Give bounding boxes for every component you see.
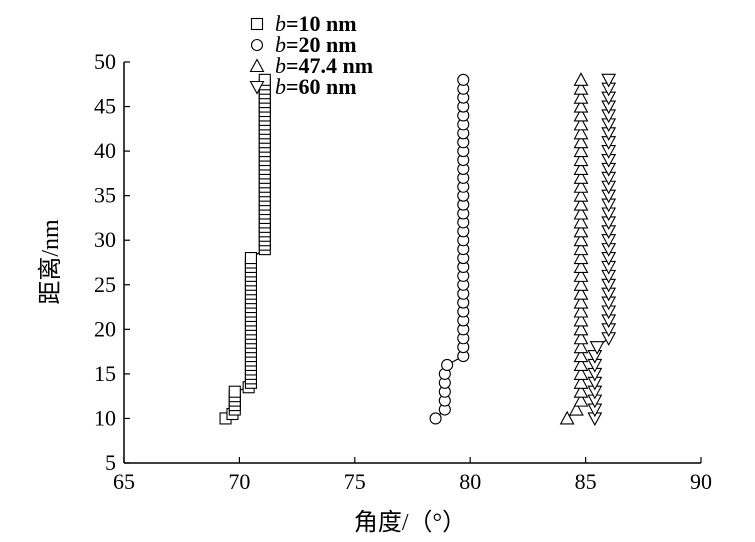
data-point [573,357,589,372]
legend-marker [250,38,264,52]
data-point [568,401,584,416]
y-tick-label: 30 [94,227,116,252]
data-point [573,312,589,327]
x-axis-title: 角度/（°） [354,509,466,536]
series-2 [429,73,470,425]
legend: b=10 nmb=20 nmb=47.4 nmb=60 nm [249,11,373,99]
series-layer [219,72,617,427]
x-tick-label: 75 [344,469,366,494]
data-point [573,179,589,193]
y-tick-label: 45 [94,94,116,119]
x-tick-label: 70 [228,469,250,494]
data-point [573,89,589,104]
legend-marker [249,80,265,95]
data-point [601,73,617,88]
data-point [573,241,589,256]
data-point [573,392,589,407]
legend-item: b=60 nm [249,74,357,99]
data-point [573,205,589,220]
axes-layer: 65 70 75 80 85 90 5 10 15 20 25 30 35 40 45 50 [94,49,712,494]
x-tick-label: 65 [113,469,135,494]
data-point [441,358,454,372]
data-point [573,375,589,389]
data-point [573,72,589,86]
legend-label: b=60 nm [275,74,357,99]
data-point [573,250,589,265]
y-tick-label: 15 [94,361,116,386]
data-point [573,348,589,363]
data-point [573,107,589,122]
y-tick-label: 5 [105,450,116,475]
series-1 [219,73,271,425]
data-point [573,161,589,175]
legend-label: b=47.4 nm [275,53,373,78]
data-point [573,321,589,336]
data-point [573,268,589,282]
data-point [573,330,589,345]
data-point [573,125,589,140]
data-point [573,384,589,398]
data-point [573,303,589,318]
data-point [589,341,605,355]
legend-marker [250,17,264,31]
legend-item: b=47.4 nm [249,53,373,78]
data-point [429,412,442,425]
legend-item: b=20 nm [250,32,357,57]
series-3 [559,72,589,425]
legend-label: b=20 nm [275,32,357,57]
data-point [573,188,589,202]
y-tick-label: 50 [94,49,116,74]
y-tick-label: 40 [94,138,116,163]
data-point [573,170,589,184]
data-point [258,73,271,86]
x-tick-label: 80 [459,469,481,494]
x-tick-label: 85 [575,469,597,494]
data-point [573,134,589,149]
data-point [573,259,589,274]
data-point [573,294,589,309]
y-tick-label: 25 [94,272,116,297]
data-point [573,232,589,247]
data-point [573,143,589,158]
legend-marker [249,58,265,73]
y-tick-label: 35 [94,183,116,208]
y-axis-title: 距离/nm [37,219,64,305]
x-tick-label: 90 [690,469,712,494]
legend-label: b=10 nm [275,11,357,36]
data-point [573,152,589,167]
data-point [228,385,241,398]
data-point [573,98,589,113]
data-point [244,251,257,265]
y-tick-label: 20 [94,316,116,341]
data-point [573,214,589,229]
data-point [573,366,589,380]
data-point [573,286,589,300]
data-point [573,196,589,211]
data-point [573,339,589,354]
data-point [573,81,589,95]
legend-item: b=10 nm [250,11,357,36]
data-point [573,277,589,291]
y-tick-label: 10 [94,405,116,430]
data-point [573,223,589,238]
data-point [573,116,589,131]
data-point [559,410,575,425]
series-4 [587,73,617,427]
data-point [587,350,603,364]
data-point [457,73,470,86]
